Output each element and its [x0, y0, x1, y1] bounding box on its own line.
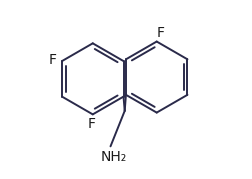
Text: F: F [87, 117, 96, 131]
Text: F: F [156, 26, 164, 40]
Text: NH₂: NH₂ [101, 150, 127, 164]
Text: F: F [48, 53, 56, 67]
